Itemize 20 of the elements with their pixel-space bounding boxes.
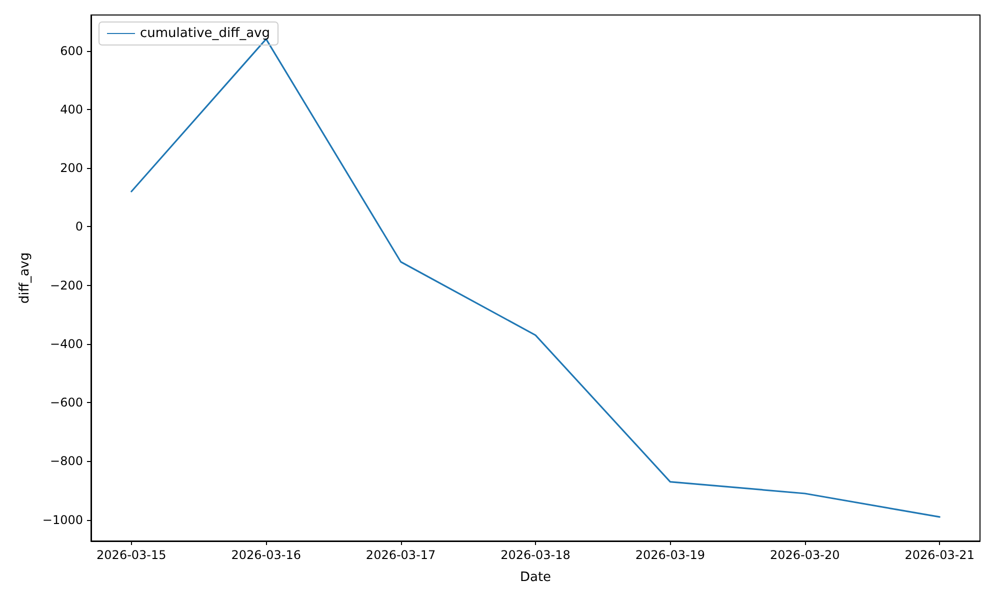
x-axis-title: Date <box>520 570 552 585</box>
y-tick-label: −1000 <box>42 512 83 527</box>
y-tick-label: 400 <box>60 102 83 116</box>
legend-label: cumulative_diff_avg <box>140 26 270 41</box>
y-axis-title: diff_avg <box>18 252 33 304</box>
x-tick-label: 2026-03-20 <box>770 548 840 562</box>
y-tick-label: −200 <box>50 278 83 292</box>
x-tick-label: 2026-03-15 <box>96 548 166 562</box>
y-tick-label: 600 <box>60 44 83 58</box>
x-tick-label: 2026-03-19 <box>635 548 706 562</box>
x-tick-label: 2026-03-21 <box>904 548 974 562</box>
y-tick-label: 0 <box>75 220 83 234</box>
x-tick-label: 2026-03-17 <box>366 548 436 562</box>
y-tick-label: −400 <box>50 336 83 351</box>
x-tick-label: 2026-03-18 <box>500 548 570 562</box>
y-tick-label: −800 <box>50 454 83 468</box>
line-series <box>130 38 940 518</box>
y-tick-label: −600 <box>50 396 83 410</box>
x-tick-label: 2026-03-16 <box>231 548 301 562</box>
y-tick-label: 200 <box>60 161 83 176</box>
